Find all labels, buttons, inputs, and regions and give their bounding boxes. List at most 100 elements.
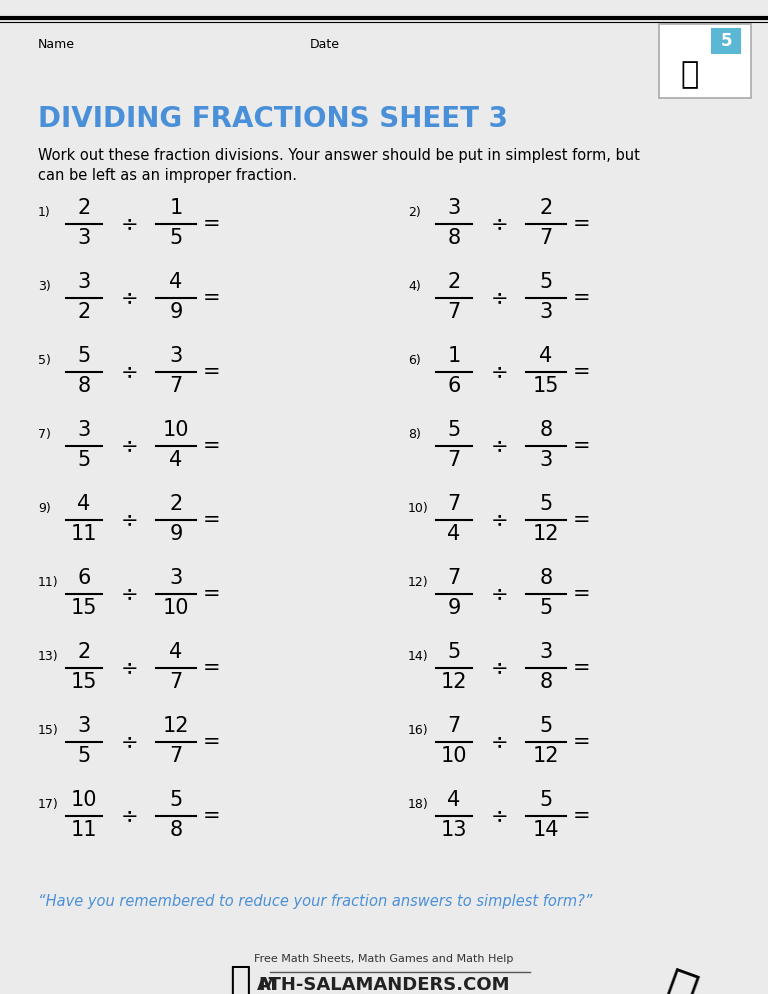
Text: 7: 7 (170, 672, 183, 692)
Text: 7: 7 (448, 494, 461, 514)
Text: 3: 3 (539, 302, 553, 322)
Text: 10: 10 (163, 420, 189, 440)
Text: Name: Name (38, 38, 75, 51)
Text: ÷: ÷ (492, 584, 509, 604)
Text: ÷: ÷ (121, 510, 139, 530)
Text: 8: 8 (539, 420, 552, 440)
Text: 3: 3 (170, 568, 183, 588)
Text: ÷: ÷ (492, 732, 509, 752)
Text: 4): 4) (408, 280, 421, 293)
Text: ÷: ÷ (121, 806, 139, 826)
Text: =: = (573, 658, 591, 678)
FancyBboxPatch shape (711, 28, 741, 54)
Text: =: = (573, 510, 591, 530)
Text: 5: 5 (170, 790, 183, 810)
Text: 3: 3 (539, 642, 553, 662)
Text: 15: 15 (71, 598, 98, 618)
Text: 1: 1 (448, 346, 461, 366)
Text: =: = (573, 732, 591, 752)
Text: =: = (204, 362, 221, 382)
Text: 🐆: 🐆 (681, 61, 699, 89)
Text: 10: 10 (71, 790, 98, 810)
Text: ÷: ÷ (492, 510, 509, 530)
Text: 1): 1) (38, 206, 51, 219)
Text: 9): 9) (38, 502, 51, 515)
Text: 6: 6 (78, 568, 91, 588)
Text: 14: 14 (533, 820, 559, 840)
Text: 13): 13) (38, 650, 58, 663)
Text: 11: 11 (71, 524, 98, 544)
Text: Date: Date (310, 38, 340, 51)
Text: DIVIDING FRACTIONS SHEET 3: DIVIDING FRACTIONS SHEET 3 (38, 105, 508, 133)
Text: =: = (573, 362, 591, 382)
Text: 15: 15 (71, 672, 98, 692)
Text: 5: 5 (170, 228, 183, 248)
Text: =: = (573, 288, 591, 308)
Text: 4: 4 (539, 346, 553, 366)
Text: 2: 2 (539, 198, 553, 218)
Text: ÷: ÷ (492, 658, 509, 678)
Text: 5: 5 (448, 420, 461, 440)
Text: 10: 10 (163, 598, 189, 618)
Text: 2: 2 (170, 494, 183, 514)
Text: 12: 12 (441, 672, 467, 692)
Text: 4: 4 (170, 272, 183, 292)
Text: ÷: ÷ (492, 214, 509, 234)
Text: 8): 8) (408, 428, 421, 441)
Text: 3): 3) (38, 280, 51, 293)
Text: 5: 5 (539, 272, 553, 292)
Text: 4: 4 (448, 524, 461, 544)
Text: 5): 5) (38, 354, 51, 367)
Text: ÷: ÷ (121, 658, 139, 678)
Text: 10): 10) (408, 502, 429, 515)
Text: 7: 7 (539, 228, 553, 248)
Text: 3: 3 (78, 228, 91, 248)
Text: 2: 2 (78, 302, 91, 322)
Text: 10: 10 (441, 746, 467, 766)
Text: 15: 15 (533, 376, 559, 396)
Text: 5: 5 (78, 450, 91, 470)
Text: 7: 7 (170, 746, 183, 766)
Text: 18): 18) (408, 798, 429, 811)
Text: ÷: ÷ (121, 362, 139, 382)
Text: 16): 16) (408, 724, 429, 737)
Text: =: = (204, 732, 221, 752)
Text: ÷: ÷ (492, 806, 509, 826)
Text: 6: 6 (447, 376, 461, 396)
Text: 7: 7 (448, 450, 461, 470)
Text: 5: 5 (539, 598, 553, 618)
Text: 9: 9 (169, 524, 183, 544)
Text: 8: 8 (539, 568, 552, 588)
Text: 5: 5 (720, 32, 732, 50)
Text: 🦎: 🦎 (657, 964, 702, 994)
Text: 12: 12 (163, 716, 189, 736)
Text: 🦎: 🦎 (229, 964, 251, 994)
Text: ÷: ÷ (121, 584, 139, 604)
Text: 7: 7 (170, 376, 183, 396)
Text: 3: 3 (448, 198, 461, 218)
Text: 3: 3 (78, 272, 91, 292)
Text: 5: 5 (448, 642, 461, 662)
Text: =: = (204, 436, 221, 456)
Text: 8: 8 (170, 820, 183, 840)
Text: 7: 7 (448, 716, 461, 736)
Text: M: M (258, 976, 276, 994)
Text: 13: 13 (441, 820, 467, 840)
Text: 8: 8 (539, 672, 552, 692)
Text: =: = (204, 584, 221, 604)
Text: 11): 11) (38, 576, 58, 589)
Text: 8: 8 (78, 376, 91, 396)
Text: =: = (573, 214, 591, 234)
Text: 14): 14) (408, 650, 429, 663)
Text: 3: 3 (539, 450, 553, 470)
Text: =: = (204, 510, 221, 530)
Text: 5: 5 (539, 494, 553, 514)
Text: 2: 2 (448, 272, 461, 292)
Text: 11: 11 (71, 820, 98, 840)
Text: ÷: ÷ (121, 214, 139, 234)
Text: 3: 3 (170, 346, 183, 366)
Text: 4: 4 (78, 494, 91, 514)
Text: 7): 7) (38, 428, 51, 441)
Text: 12): 12) (408, 576, 429, 589)
Text: ÷: ÷ (121, 288, 139, 308)
